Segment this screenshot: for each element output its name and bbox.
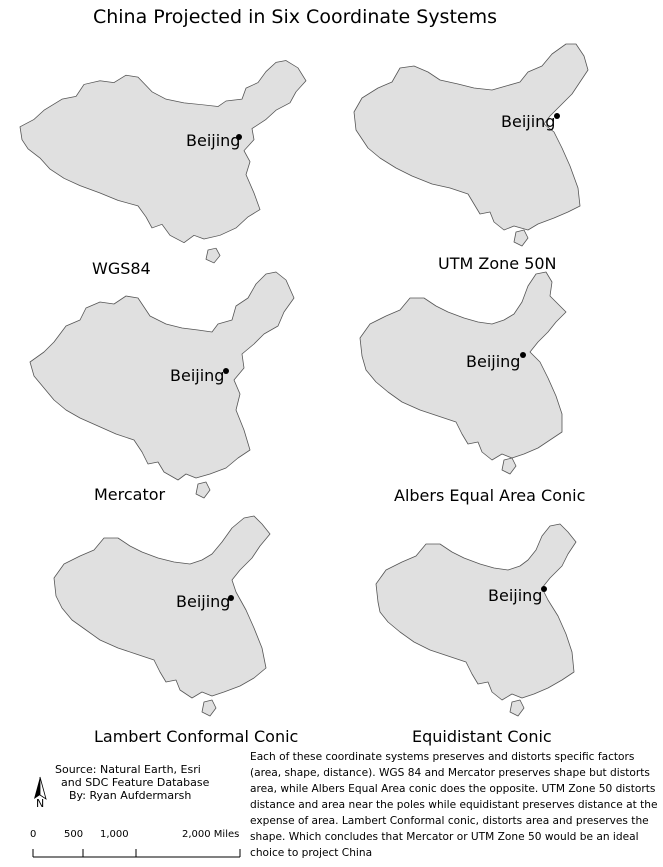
city-label-beijing: Beijing bbox=[176, 592, 231, 611]
map-panel-albers: Beijing bbox=[352, 271, 582, 475]
city-label-beijing: Beijing bbox=[466, 352, 521, 371]
north-arrow-graphic bbox=[34, 776, 47, 800]
china-outline-lambert bbox=[53, 515, 271, 717]
north-arrow-icon: N bbox=[30, 775, 50, 815]
city-label-beijing: Beijing bbox=[501, 112, 556, 131]
china-outline-equidistant bbox=[375, 523, 577, 717]
city-label-beijing: Beijing bbox=[488, 586, 543, 605]
china-outline-mercator bbox=[29, 271, 295, 499]
map-panel-equidistant: Beijing bbox=[370, 523, 610, 717]
projection-label-wgs84: WGS84 bbox=[92, 259, 151, 278]
china-outline-wgs84 bbox=[19, 60, 307, 264]
projection-label-lambert: Lambert Conformal Conic bbox=[94, 727, 299, 746]
scale-label-1000: 1,000 bbox=[100, 829, 129, 840]
city-dot-beijing bbox=[554, 113, 560, 119]
map-panel-wgs84: Beijing bbox=[14, 55, 314, 264]
projection-label-equidistant: Equidistant Conic bbox=[412, 727, 552, 746]
city-dot-beijing bbox=[228, 595, 234, 601]
city-label-beijing: Beijing bbox=[186, 131, 241, 150]
map-panel-utm50n: Beijing bbox=[348, 42, 598, 247]
china-outline-albers bbox=[359, 271, 567, 475]
description-text: Each of these coordinate systems preserv… bbox=[250, 751, 658, 859]
china-outline-utm50n bbox=[353, 43, 589, 247]
projection-label-albers: Albers Equal Area Conic bbox=[394, 486, 586, 505]
city-dot-beijing bbox=[520, 352, 526, 358]
city-dot-beijing bbox=[236, 134, 242, 140]
map-panel-lambert: Beijing bbox=[46, 515, 296, 717]
scale-label-0: 0 bbox=[30, 829, 37, 840]
source-line: and SDC Feature Database bbox=[61, 776, 210, 789]
author-line: By: Ryan Aufdermarsh bbox=[69, 789, 192, 802]
map-title: China Projected in Six Coordinate System… bbox=[92, 6, 498, 28]
scale-label-500: 500 bbox=[64, 829, 84, 840]
city-dot-beijing bbox=[223, 368, 229, 374]
north-letter: N bbox=[36, 797, 45, 810]
city-label-beijing: Beijing bbox=[170, 366, 225, 385]
map-panel-mercator: Beijing bbox=[22, 271, 302, 499]
source-line: Source: Natural Earth, Esri bbox=[55, 763, 201, 776]
projection-label-utm50n: UTM Zone 50N bbox=[438, 254, 557, 273]
scale-label-2000: 2,000 Miles bbox=[182, 829, 240, 840]
source-credits: Source: Natural Earth, Esri and SDC Feat… bbox=[55, 763, 209, 802]
projection-label-mercator: Mercator bbox=[94, 485, 166, 504]
scale-bar-graphic bbox=[32, 849, 241, 858]
city-dot-beijing bbox=[541, 586, 547, 592]
